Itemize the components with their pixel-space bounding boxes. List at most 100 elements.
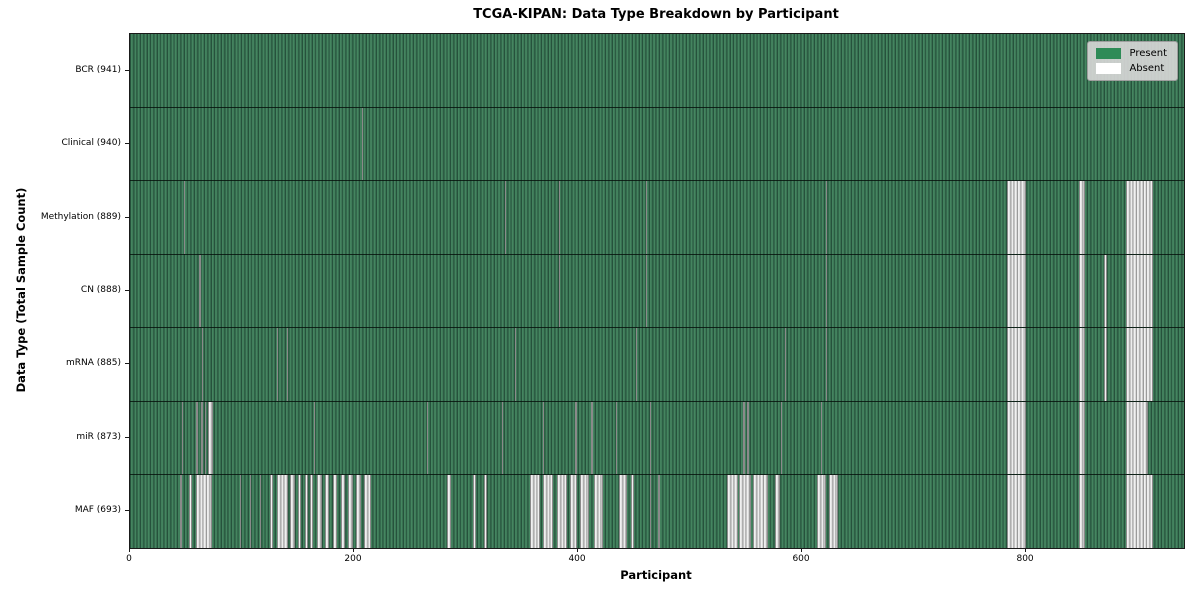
absent-run xyxy=(472,475,477,549)
x-axis-label: Participant xyxy=(620,568,692,582)
absent-run xyxy=(505,181,507,254)
legend-label: Present xyxy=(1129,48,1167,59)
y-tick-label-bcr: BCR (941) xyxy=(75,64,121,75)
absent-run xyxy=(340,475,346,549)
absent-run xyxy=(270,475,274,549)
absent-run xyxy=(189,475,192,549)
absent-run xyxy=(1007,401,1027,475)
absent-run xyxy=(558,181,561,254)
absent-run xyxy=(1078,475,1086,549)
absent-run xyxy=(1104,328,1107,401)
absent-run xyxy=(825,328,827,401)
y-tick-label-mrna: mRNA (885) xyxy=(66,358,121,369)
absent-run xyxy=(298,475,302,549)
absent-run xyxy=(580,475,590,549)
absent-run xyxy=(619,475,628,549)
row-cn xyxy=(130,253,1184,328)
absent-run xyxy=(1007,475,1027,549)
row-maf xyxy=(130,474,1184,549)
absent-run xyxy=(515,328,517,401)
x-tick xyxy=(1025,548,1027,552)
absent-run xyxy=(276,328,278,401)
x-tick xyxy=(353,548,355,552)
absent-run xyxy=(1007,181,1027,254)
y-tick xyxy=(125,363,129,365)
absent-run xyxy=(574,401,577,475)
row-methylation xyxy=(130,180,1184,254)
absent-run xyxy=(196,475,212,549)
x-tick xyxy=(577,548,579,552)
absent-run xyxy=(239,475,241,549)
absent-run xyxy=(290,475,295,549)
absent-run xyxy=(201,328,203,401)
y-tick xyxy=(125,69,129,71)
absent-run xyxy=(1125,475,1153,549)
absent-run xyxy=(556,475,567,549)
legend-item-absent: Absent xyxy=(1096,63,1167,74)
absent-run xyxy=(657,475,660,549)
y-tick xyxy=(125,290,129,291)
y-tick xyxy=(125,216,129,218)
absent-run xyxy=(208,401,213,475)
absent-run xyxy=(543,475,554,549)
absent-run xyxy=(483,475,488,549)
row-mir xyxy=(130,400,1184,475)
x-tick-label: 600 xyxy=(792,554,810,564)
row-bcr xyxy=(130,34,1184,107)
absent-run xyxy=(276,475,288,549)
absent-run xyxy=(821,401,823,475)
y-tick xyxy=(125,510,129,512)
absent-run xyxy=(205,401,207,475)
absent-run xyxy=(332,475,338,549)
y-tick-label-cn: CN (888) xyxy=(80,285,121,295)
absent-run xyxy=(558,254,561,328)
absent-run xyxy=(1078,254,1086,328)
y-tick-label-maf: MAF (693) xyxy=(74,505,121,516)
absent-run xyxy=(780,401,782,475)
chart-title: TCGA-KIPAN: Data Type Breakdown by Parti… xyxy=(473,7,839,22)
absent-run xyxy=(310,475,313,549)
absent-run xyxy=(649,475,651,549)
absent-run xyxy=(727,475,739,549)
absent-run xyxy=(591,401,593,475)
absent-run xyxy=(313,401,315,475)
y-tick xyxy=(125,143,129,145)
absent-run xyxy=(324,475,330,549)
absent-run xyxy=(816,475,826,549)
x-tick-label: 800 xyxy=(1016,554,1034,564)
absent-run xyxy=(181,401,183,475)
legend-swatch-present xyxy=(1096,48,1122,59)
absent-run xyxy=(1078,181,1086,254)
absent-run xyxy=(630,475,635,549)
plot-area: Present Absent xyxy=(129,33,1185,549)
absent-run xyxy=(825,181,827,254)
absent-run xyxy=(828,475,838,549)
absent-run xyxy=(249,475,251,549)
absent-run xyxy=(348,475,353,549)
absent-run xyxy=(317,475,322,549)
absent-run xyxy=(543,401,545,475)
absent-run xyxy=(1125,328,1153,401)
absent-run xyxy=(259,475,262,549)
absent-run xyxy=(636,328,638,401)
absent-run xyxy=(364,475,371,549)
absent-run xyxy=(361,107,363,181)
x-tick xyxy=(129,548,130,552)
absent-run xyxy=(1125,401,1149,475)
absent-run xyxy=(1078,328,1086,401)
y-tick-label-mir: miR (873) xyxy=(76,431,121,442)
absent-run xyxy=(196,401,199,475)
absent-run xyxy=(570,475,577,549)
absent-run xyxy=(199,254,201,328)
absent-run xyxy=(646,181,648,254)
absent-run xyxy=(649,401,651,475)
absent-run xyxy=(501,401,503,475)
absent-run xyxy=(1125,254,1153,328)
y-tick-label-clinical: Clinical (940) xyxy=(61,138,121,149)
absent-run xyxy=(752,475,769,549)
absent-run xyxy=(1104,254,1107,328)
absent-run xyxy=(426,401,428,475)
row-mrna xyxy=(130,327,1184,401)
y-tick-label-methylation: Methylation (889) xyxy=(40,211,121,222)
legend-swatch-absent xyxy=(1096,63,1122,74)
